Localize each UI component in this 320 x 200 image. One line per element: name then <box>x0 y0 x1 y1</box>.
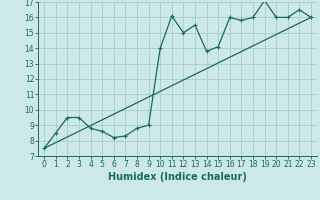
X-axis label: Humidex (Indice chaleur): Humidex (Indice chaleur) <box>108 172 247 182</box>
